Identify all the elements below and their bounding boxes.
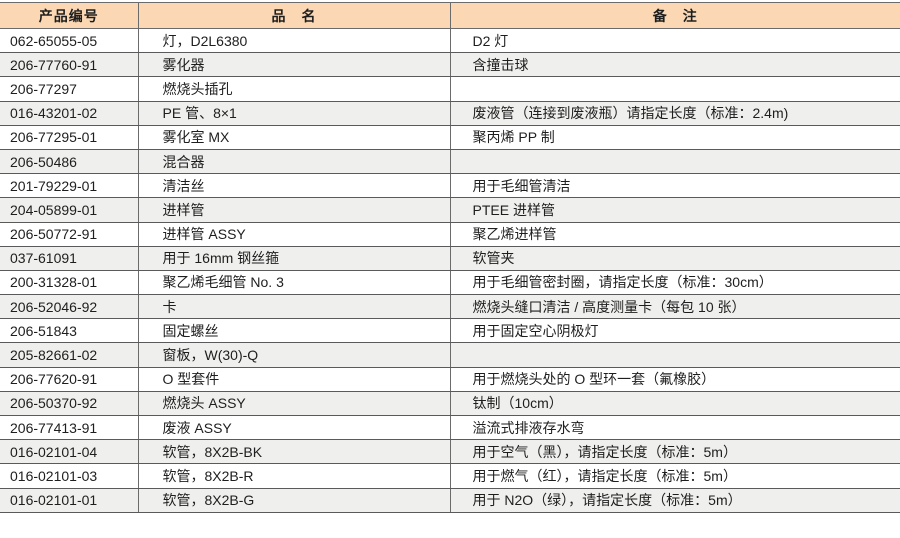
cell-note	[449, 76, 900, 102]
cell-name: 清洁丝	[137, 173, 450, 199]
cell-note: 用于固定空心阴极灯	[449, 318, 900, 344]
header-code: 产品编号	[0, 2, 138, 29]
cell-code: 206-50486	[0, 149, 138, 175]
table-row: 206-77295-01 雾化室 MX 聚丙烯 PP 制	[0, 125, 900, 150]
cell-name: 灯，D2L6380	[137, 28, 450, 54]
cell-name: O 型套件	[137, 367, 450, 392]
cell-name: 软管，8X2B-R	[137, 463, 450, 489]
cell-name: 燃烧头插孔	[137, 76, 450, 102]
cell-name: 卡	[137, 294, 450, 320]
table-header-row: 产品编号 品 名 备 注	[0, 2, 900, 29]
cell-code: 206-50370-92	[0, 391, 138, 417]
cell-note: 用于空气（黑），请指定长度（标准：5m）	[449, 439, 900, 465]
cell-note: 用于毛细管清洁	[449, 173, 900, 199]
cell-name: 燃烧头 ASSY	[137, 391, 450, 417]
cell-note: 废液管（连接到废液瓶）请指定长度（标准：2.4m)	[449, 101, 900, 126]
table-row: 206-51843 固定螺丝 用于固定空心阴极灯	[0, 318, 900, 344]
cell-code: 062-65055-05	[0, 28, 138, 54]
cell-name: 窗板，W(30)-Q	[137, 342, 450, 368]
table-row: 206-50370-92 燃烧头 ASSY 钛制（10cm）	[0, 391, 900, 417]
cell-code: 016-02101-03	[0, 463, 138, 489]
table-row: 206-77297 燃烧头插孔	[0, 76, 900, 102]
table-row: 206-50486 混合器	[0, 149, 900, 175]
table-row: 200-31328-01 聚乙烯毛细管 No. 3 用于毛细管密封圈，请指定长度（标…	[0, 270, 900, 296]
cell-code: 204-05899-01	[0, 197, 138, 223]
table-row: 204-05899-01 进样管 PTEE 进样管	[0, 197, 900, 223]
cell-code: 016-43201-02	[0, 101, 138, 126]
cell-note: 用于毛细管密封圈，请指定长度（标准：30cm）	[449, 270, 900, 296]
cell-name: PE 管、8×1	[137, 101, 450, 126]
table-row: 037-61091 用于 16mm 钢丝箍 软管夹	[0, 246, 900, 271]
cell-name: 废液 ASSY	[137, 415, 450, 441]
cell-name: 软管，8X2B-G	[137, 488, 450, 513]
cell-code: 206-77760-91	[0, 52, 138, 78]
cell-note	[449, 342, 900, 368]
table-row: 016-43201-02 PE 管、8×1 废液管（连接到废液瓶）请指定长度（标准：…	[0, 101, 900, 126]
cell-note: 用于燃烧头处的 O 型环一套（氟橡胶）	[449, 367, 900, 392]
cell-code: 016-02101-04	[0, 439, 138, 465]
cell-name: 固定螺丝	[137, 318, 450, 344]
table-row: 206-77413-91 废液 ASSY 溢流式排液存水弯	[0, 415, 900, 441]
table-row: 206-77760-91 雾化器 含撞击球	[0, 52, 900, 78]
cell-name: 用于 16mm 钢丝箍	[137, 246, 450, 271]
cell-name: 聚乙烯毛细管 No. 3	[137, 270, 450, 296]
cell-code: 206-50772-91	[0, 222, 138, 247]
cell-note: 钛制（10cm）	[449, 391, 900, 417]
table-row: 201-79229-01 清洁丝 用于毛细管清洁	[0, 173, 900, 199]
cell-name: 混合器	[137, 149, 450, 175]
cell-code: 016-02101-01	[0, 488, 138, 513]
cell-note: 软管夹	[449, 246, 900, 271]
cell-note: PTEE 进样管	[449, 197, 900, 223]
header-note: 备 注	[449, 2, 900, 29]
table-row: 016-02101-04 软管，8X2B-BK 用于空气（黑），请指定长度（标准：5…	[0, 439, 900, 465]
cell-note: 用于燃气（红），请指定长度（标准：5m）	[449, 463, 900, 489]
cell-note: 溢流式排液存水弯	[449, 415, 900, 441]
cell-note: 聚乙烯进样管	[449, 222, 900, 247]
cell-code: 206-77297	[0, 76, 138, 102]
cell-code: 201-79229-01	[0, 173, 138, 199]
table-row: 016-02101-01 软管，8X2B-G 用于 N2O（绿），请指定长度（标准：…	[0, 488, 900, 513]
header-name: 品 名	[137, 2, 450, 29]
cell-note: 用于 N2O（绿），请指定长度（标准：5m）	[449, 488, 900, 513]
cell-name: 软管，8X2B-BK	[137, 439, 450, 465]
cell-name: 雾化器	[137, 52, 450, 78]
table-row: 206-52046-92 卡燃烧头缝口清洁 / 高度测量卡（每包 10 张）	[0, 294, 900, 320]
cell-code: 206-77295-01	[0, 125, 138, 150]
table-row: 205-82661-02 窗板，W(30)-Q	[0, 342, 900, 368]
table-row: 206-50772-91 进样管 ASSY 聚乙烯进样管	[0, 222, 900, 247]
cell-code: 206-52046-92	[0, 294, 138, 320]
cell-name: 进样管	[137, 197, 450, 223]
cell-code: 200-31328-01	[0, 270, 138, 296]
cell-note: D2 灯	[449, 28, 900, 54]
cell-name: 进样管 ASSY	[137, 222, 450, 247]
cell-note	[449, 149, 900, 175]
cell-note: 燃烧头缝口清洁 / 高度测量卡（每包 10 张）	[449, 294, 900, 320]
cell-note: 聚丙烯 PP 制	[449, 125, 900, 150]
table-row: 062-65055-05 灯，D2L6380 D2 灯	[0, 28, 900, 54]
parts-table: 产品编号 品 名 备 注 062-65055-05 灯，D2L6380 D2 灯 20…	[0, 2, 900, 513]
cell-code: 206-51843	[0, 318, 138, 344]
cell-code: 206-77413-91	[0, 415, 138, 441]
cell-code: 205-82661-02	[0, 342, 138, 368]
cell-name: 雾化室 MX	[137, 125, 450, 150]
cell-note: 含撞击球	[449, 52, 900, 78]
table-row: 206-77620-91 O 型套件 用于燃烧头处的 O 型环一套（氟橡胶）	[0, 367, 900, 392]
table-row: 016-02101-03 软管，8X2B-R 用于燃气（红），请指定长度（标准：5m…	[0, 463, 900, 489]
table-body: 062-65055-05 灯，D2L6380 D2 灯 206-77760-91 雾化器…	[0, 28, 900, 513]
cell-code: 037-61091	[0, 246, 138, 271]
cell-code: 206-77620-91	[0, 367, 138, 392]
